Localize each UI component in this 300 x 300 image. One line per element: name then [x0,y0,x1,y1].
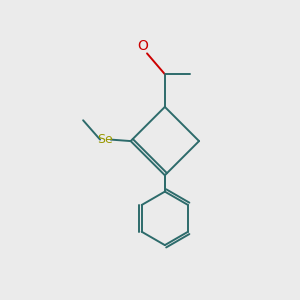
Text: O: O [138,39,148,53]
Text: Se: Se [98,133,113,146]
